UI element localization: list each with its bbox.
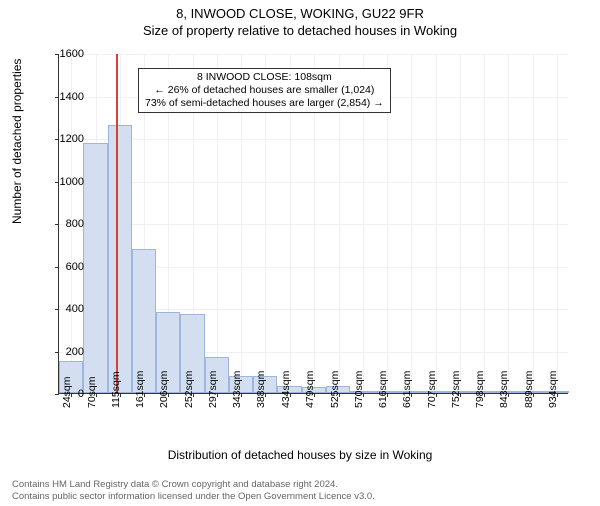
- gridline-v: [436, 54, 437, 393]
- annotation-line-2: ← 26% of detached houses are smaller (1,…: [145, 84, 384, 97]
- histogram-bar: [83, 143, 107, 393]
- histogram-chart: 8 INWOOD CLOSE: 108sqm ← 26% of detached…: [58, 54, 568, 394]
- gridline-v: [411, 54, 412, 393]
- annotation-line-3: 73% of semi-detached houses are larger (…: [145, 97, 384, 110]
- gridline-v: [460, 54, 461, 393]
- ytick-label: 1400: [44, 91, 84, 103]
- annotation-line-1: 8 INWOOD CLOSE: 108sqm: [145, 71, 384, 84]
- histogram-bar: [108, 125, 132, 393]
- footer-attribution: Contains HM Land Registry data © Crown c…: [12, 479, 375, 502]
- ytick-label: 200: [44, 346, 84, 358]
- page-subtitle: Size of property relative to detached ho…: [0, 23, 600, 38]
- footer-line-2: Contains public sector information licen…: [12, 491, 375, 502]
- gridline-v: [508, 54, 509, 393]
- ytick-label: 600: [44, 261, 84, 273]
- gridline-v: [484, 54, 485, 393]
- ytick-label: 1600: [44, 48, 84, 60]
- ytick-label: 400: [44, 303, 84, 315]
- x-axis-label: Distribution of detached houses by size …: [0, 448, 600, 462]
- property-marker-line: [116, 54, 118, 393]
- gridline-v: [533, 54, 534, 393]
- ytick-label: 1200: [44, 133, 84, 145]
- y-axis-label: Number of detached properties: [10, 59, 24, 224]
- ytick-label: 1000: [44, 176, 84, 188]
- footer-line-1: Contains HM Land Registry data © Crown c…: [12, 479, 375, 490]
- page-title: 8, INWOOD CLOSE, WOKING, GU22 9FR: [0, 6, 600, 21]
- gridline-v: [557, 54, 558, 393]
- ytick-label: 800: [44, 218, 84, 230]
- annotation-box: 8 INWOOD CLOSE: 108sqm ← 26% of detached…: [138, 68, 391, 113]
